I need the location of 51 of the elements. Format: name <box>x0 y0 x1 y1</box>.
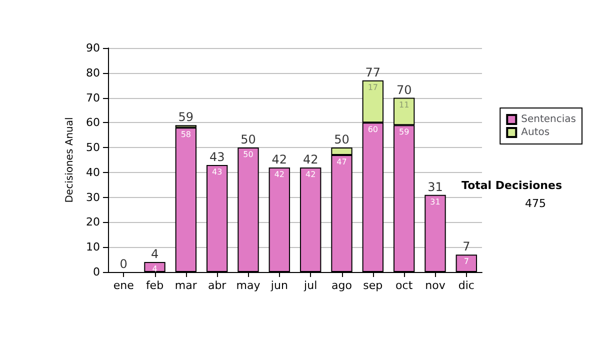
y-tick-label: 90 <box>86 42 100 54</box>
total-label: 43 <box>209 150 225 164</box>
total-label: 50 <box>334 132 350 147</box>
total-label: 0 <box>120 257 128 271</box>
y-tick-label: 20 <box>86 216 100 229</box>
total-label: 42 <box>272 152 288 166</box>
y-tick-label: 60 <box>86 116 100 130</box>
total-label: 31 <box>428 180 443 194</box>
x-tick-label: oct <box>396 279 414 292</box>
x-tick-label: ago <box>332 279 352 292</box>
total-label: 42 <box>302 152 318 166</box>
data-label: 7 <box>464 257 469 266</box>
legend-label: Sentencias <box>521 114 576 125</box>
y-tick-label: 70 <box>86 91 100 104</box>
data-label: 11 <box>398 100 410 110</box>
x-tick-label: sep <box>363 279 383 292</box>
x-tick-label: may <box>236 279 261 292</box>
y-tick-label: 80 <box>86 66 100 80</box>
y-tick-label: 0 <box>93 266 100 278</box>
legend-label: Autos <box>521 127 550 138</box>
y-tick-label: 50 <box>86 141 100 154</box>
data-label: 60 <box>368 125 378 134</box>
x-tick-label: dic <box>458 279 474 292</box>
annotation: Total Decisiones <box>462 179 562 192</box>
total-label: 50 <box>240 132 256 147</box>
data-label: 17 <box>368 82 378 92</box>
data-label: 42 <box>305 170 316 179</box>
y-axis-title: Decisiones Anual <box>64 117 76 203</box>
x-tick-label: jul <box>303 279 318 292</box>
data-label: 58 <box>180 130 192 140</box>
x-tick-label: jun <box>270 279 288 292</box>
y-tick-label: 10 <box>86 240 100 254</box>
y-tick-label: 30 <box>86 190 100 204</box>
total-label: 77 <box>365 65 381 80</box>
x-tick-label: ene <box>113 279 134 292</box>
total-label: 70 <box>396 82 412 97</box>
x-tick-label: nov <box>425 279 446 292</box>
data-label: 50 <box>243 150 254 160</box>
data-label: 59 <box>398 128 410 137</box>
x-tick-label: mar <box>174 279 198 292</box>
x-tick-label: feb <box>146 279 164 292</box>
text: 475 <box>525 197 546 210</box>
data-label: 42 <box>274 170 285 179</box>
data-label: 31 <box>430 197 440 206</box>
total-label: 4 <box>150 247 159 262</box>
x-tick-label: abr <box>208 279 227 292</box>
data-label: 47 <box>336 158 347 167</box>
total-label: 59 <box>178 110 194 124</box>
y-tick-label: 40 <box>86 166 100 179</box>
total-label: 7 <box>462 240 470 254</box>
data-label: 43 <box>212 167 222 176</box>
